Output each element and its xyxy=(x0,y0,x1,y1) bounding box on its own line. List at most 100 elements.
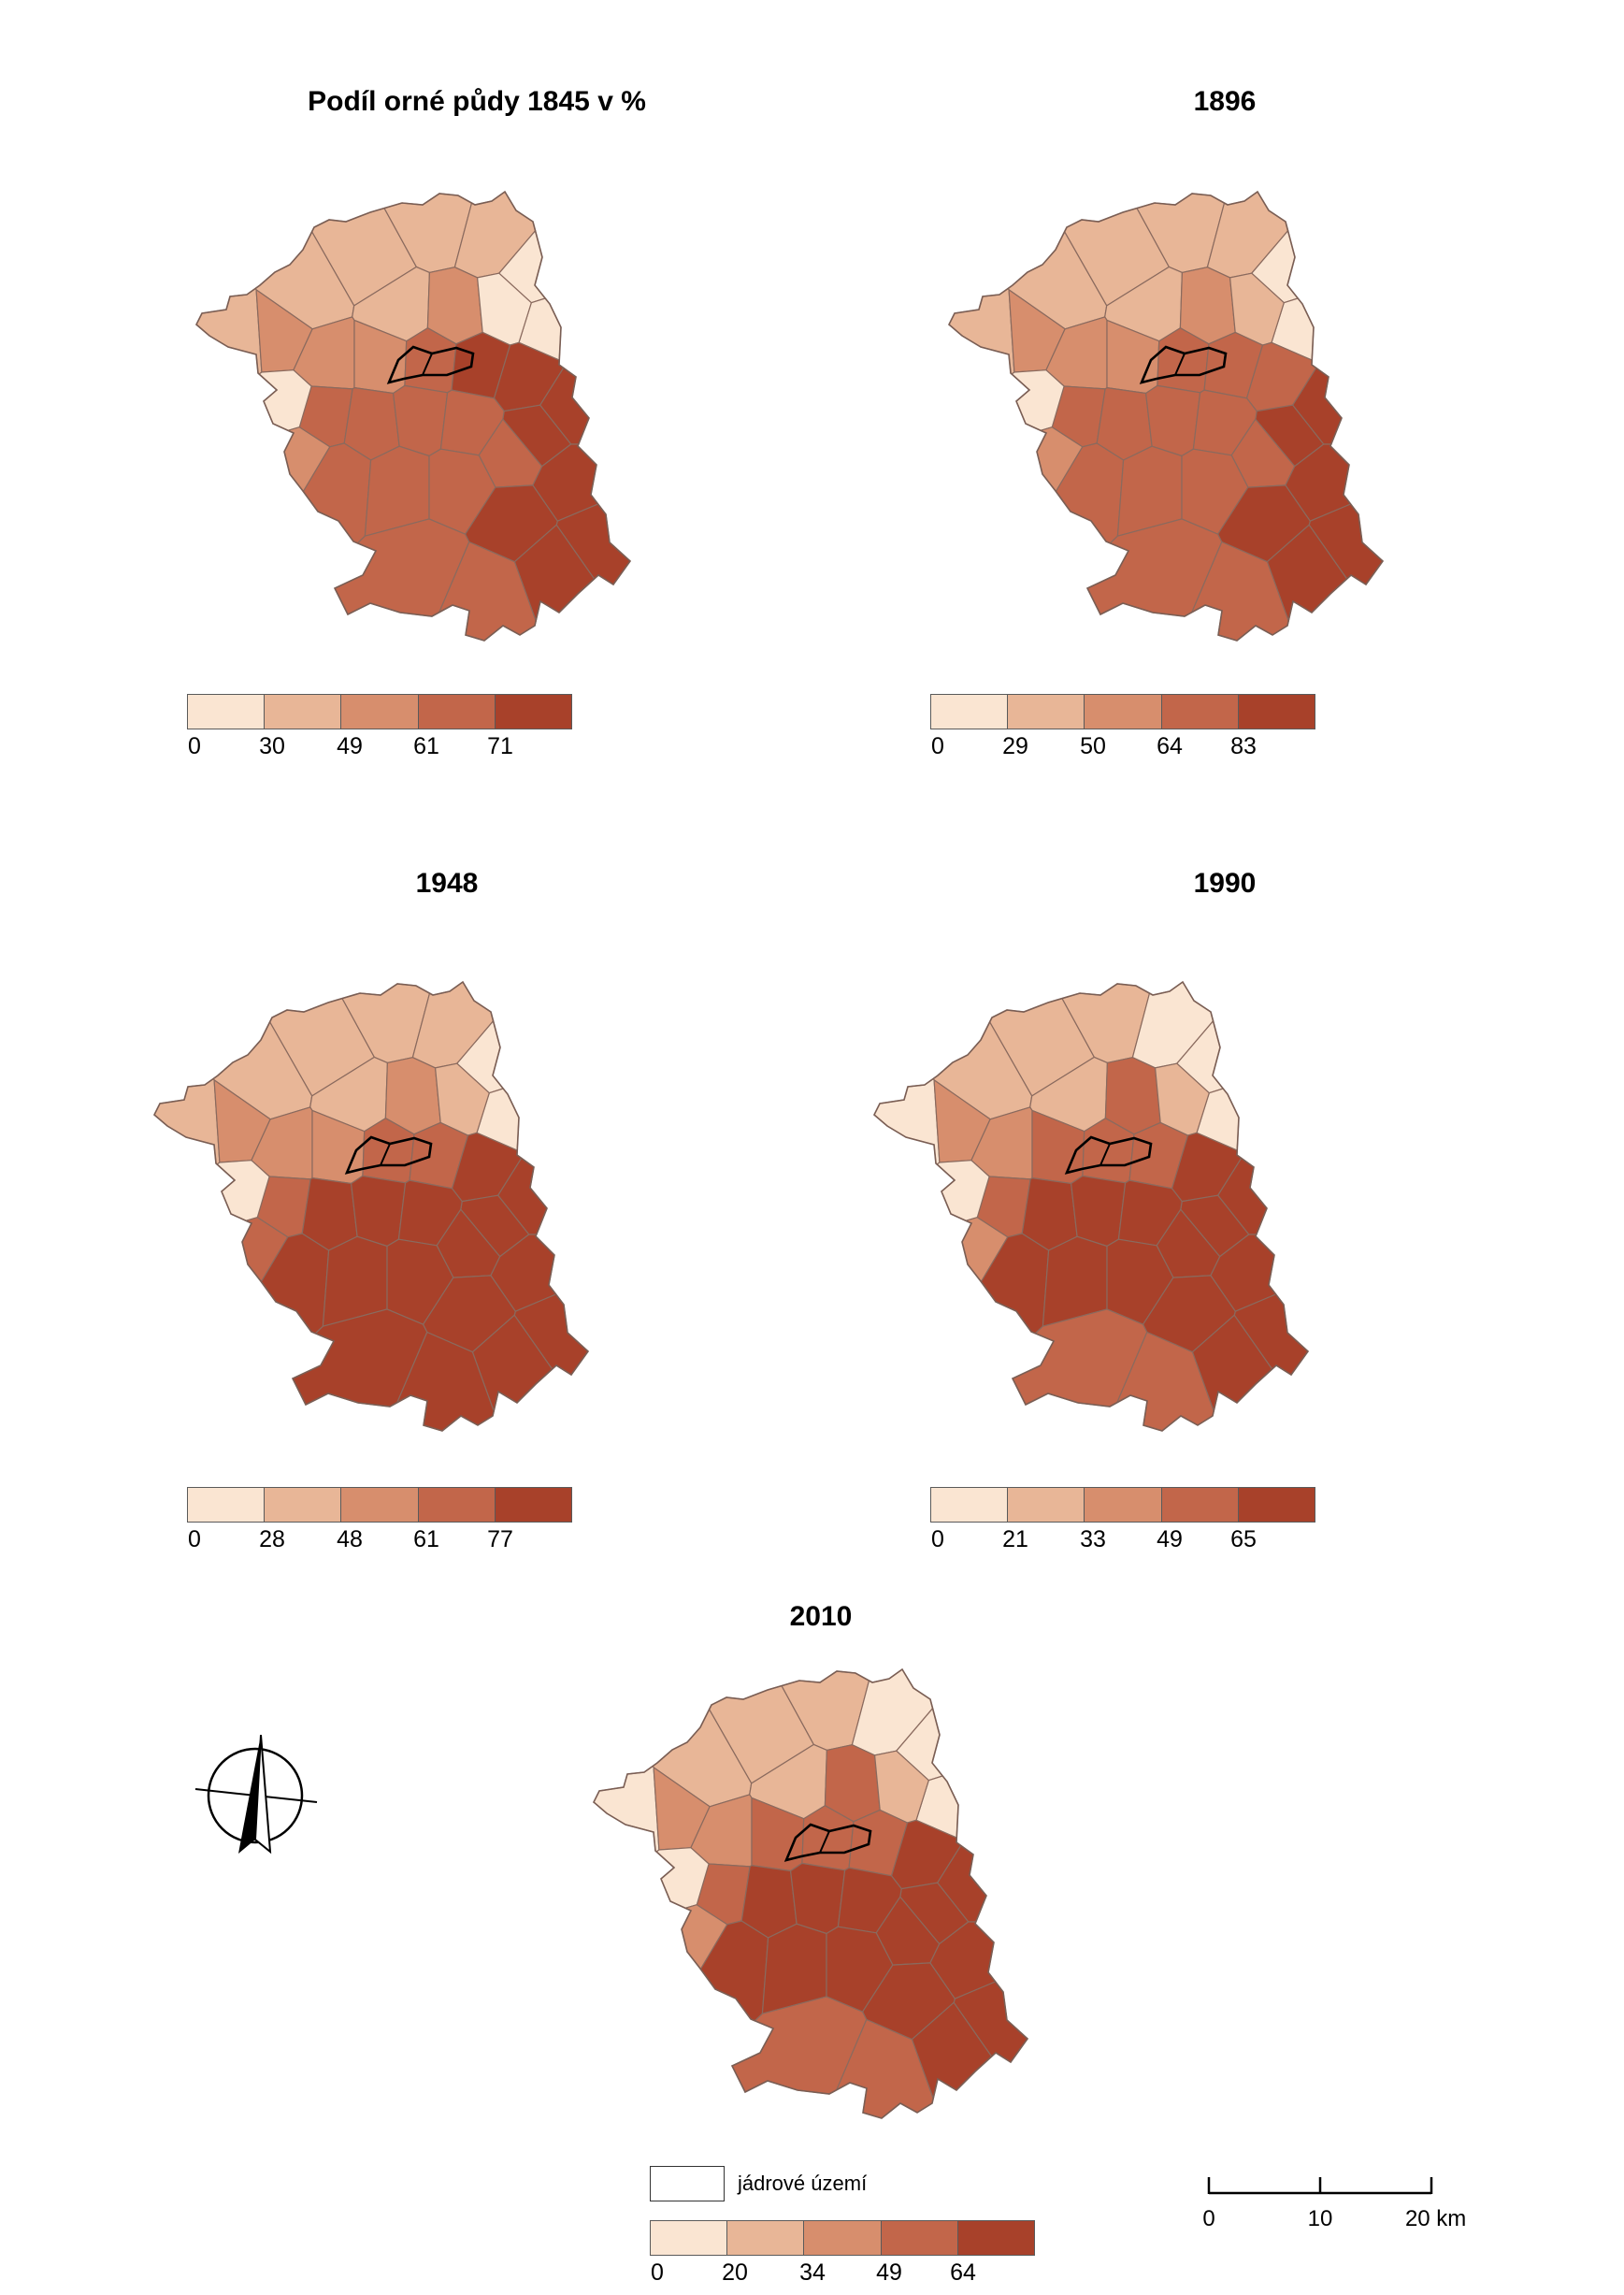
legend-swatch xyxy=(931,695,1009,729)
legend-break: 0 xyxy=(931,733,944,759)
legend-swatch xyxy=(804,2221,882,2255)
municipality-area xyxy=(1071,1175,1127,1248)
legend-1845: 0 30 49 61 71 xyxy=(187,694,572,761)
legend-bar xyxy=(930,1487,1315,1523)
legend-break: 49 xyxy=(337,733,363,759)
municipality-area xyxy=(1145,384,1201,457)
core-territory-outline xyxy=(386,345,475,384)
region-outline xyxy=(195,190,632,642)
legend-break: 65 xyxy=(1230,1526,1257,1552)
legend-swatch xyxy=(1085,1488,1162,1522)
legend-swatch xyxy=(188,695,266,729)
core-territory-label: jádrové území xyxy=(738,2172,868,2195)
legend-break: 33 xyxy=(1080,1526,1106,1552)
scale-bar-line xyxy=(1207,2177,1433,2195)
legend-break: 0 xyxy=(188,733,201,759)
legend-ticks: 0 21 33 49 65 xyxy=(930,1523,1315,1554)
region-outline xyxy=(873,980,1310,1432)
choropleth-map-1990 xyxy=(873,980,1310,1432)
legend-ticks: 0 20 34 49 64 xyxy=(650,2256,1035,2288)
legend-swatch xyxy=(881,2221,958,2255)
map-title-1845: Podíl orné půdy 1845 v % xyxy=(308,86,646,117)
legend-swatch xyxy=(1161,1488,1239,1522)
legend-ticks: 0 28 48 61 77 xyxy=(187,1523,572,1554)
legend-swatch xyxy=(651,2221,728,2255)
legend-break: 30 xyxy=(259,733,285,759)
legend-ticks: 0 30 49 61 71 xyxy=(187,729,572,761)
legend-break: 61 xyxy=(413,733,439,759)
core-territory-divider xyxy=(422,353,433,376)
legend-bar xyxy=(187,1487,572,1523)
legend-swatch xyxy=(265,1488,342,1522)
legend-swatch xyxy=(495,1488,572,1522)
municipality-area xyxy=(393,384,449,457)
core-territory-outline xyxy=(344,1135,433,1175)
legend-break: 20 xyxy=(722,2259,748,2286)
legend-swatch xyxy=(188,1488,266,1522)
legend-break: 64 xyxy=(950,2259,976,2286)
legend-break: 21 xyxy=(1002,1526,1028,1552)
legend-break: 83 xyxy=(1230,733,1257,759)
north-arrow-icon xyxy=(194,1735,318,1855)
legend-swatch xyxy=(418,695,496,729)
legend-bar xyxy=(650,2220,1035,2256)
legend-swatch xyxy=(265,695,342,729)
legend-swatch xyxy=(418,1488,496,1522)
legend-break: 34 xyxy=(799,2259,826,2286)
choropleth-map-1896 xyxy=(948,190,1385,642)
scale-tick-label: 10 xyxy=(1307,2206,1333,2231)
legend-swatch xyxy=(341,695,419,729)
region-outline xyxy=(593,1667,1029,2119)
choropleth-map-2010 xyxy=(593,1667,1029,2119)
core-territory-divider xyxy=(1099,1143,1111,1166)
legend-break: 0 xyxy=(188,1526,201,1552)
region-outline xyxy=(948,190,1385,642)
legend-1990: 0 21 33 49 65 xyxy=(930,1487,1315,1554)
legend-break: 0 xyxy=(651,2259,664,2286)
legend-break: 48 xyxy=(337,1526,363,1552)
map-title-2010: 2010 xyxy=(789,1601,853,1632)
choropleth-map-1948 xyxy=(153,980,590,1432)
core-territory-divider xyxy=(380,1143,391,1166)
legend-bar xyxy=(187,694,572,729)
municipality-area xyxy=(790,1862,846,1935)
legend-break: 28 xyxy=(259,1526,285,1552)
legend-break: 50 xyxy=(1080,733,1106,759)
core-territory-swatch xyxy=(650,2166,725,2201)
legend-break: 77 xyxy=(487,1526,513,1552)
map-title-1990: 1990 xyxy=(1193,868,1257,899)
legend-1948: 0 28 48 61 77 xyxy=(187,1487,572,1554)
scale-bar: 0 10 20 km xyxy=(1202,2170,1466,2231)
core-territory-divider xyxy=(819,1830,830,1854)
legend-1896: 0 29 50 64 83 xyxy=(930,694,1315,761)
legend-swatch xyxy=(495,695,572,729)
legend-swatch xyxy=(1085,695,1162,729)
scale-tick-label: 0 xyxy=(1202,2206,1215,2231)
legend-swatch xyxy=(1238,695,1315,729)
core-territory-outline xyxy=(1064,1135,1153,1175)
region-outline xyxy=(153,980,590,1432)
legend-ticks: 0 29 50 64 83 xyxy=(930,729,1315,761)
legend-bar xyxy=(930,694,1315,729)
municipality-area xyxy=(351,1175,407,1248)
legend-break: 49 xyxy=(876,2259,902,2286)
legend-2010: 0 20 34 49 64 xyxy=(650,2220,1035,2288)
legend-swatch xyxy=(1161,695,1239,729)
core-territory-legend: jádrové území xyxy=(650,2166,867,2201)
choropleth-map-1845 xyxy=(195,190,632,642)
legend-swatch xyxy=(957,2221,1035,2255)
map-title-1948: 1948 xyxy=(415,868,479,899)
scale-tick-label: 20 km xyxy=(1404,2206,1467,2231)
legend-swatch xyxy=(931,1488,1009,1522)
legend-swatch xyxy=(1008,1488,1085,1522)
legend-swatch xyxy=(727,2221,805,2255)
legend-swatch xyxy=(341,1488,419,1522)
core-territory-outline xyxy=(1139,345,1228,384)
core-territory-divider xyxy=(1174,353,1186,376)
legend-swatch xyxy=(1008,695,1085,729)
legend-swatch xyxy=(1238,1488,1315,1522)
legend-break: 49 xyxy=(1157,1526,1183,1552)
legend-break: 61 xyxy=(413,1526,439,1552)
legend-break: 64 xyxy=(1157,733,1183,759)
map-title-1896: 1896 xyxy=(1193,86,1257,117)
